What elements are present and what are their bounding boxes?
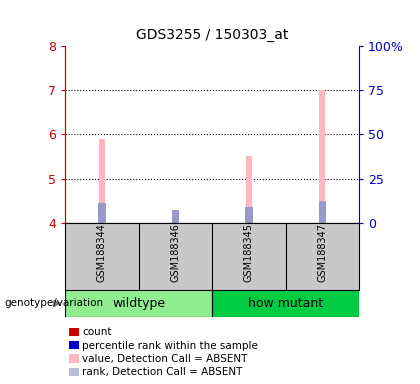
Text: value, Detection Call = ABSENT: value, Detection Call = ABSENT	[82, 354, 247, 364]
Bar	[246, 157, 252, 223]
Bar	[171, 210, 179, 223]
Text: GSM188345: GSM188345	[244, 223, 254, 283]
Title: GDS3255 / 150303_at: GDS3255 / 150303_at	[136, 28, 288, 42]
Bar	[173, 212, 178, 223]
Text: GSM188346: GSM188346	[171, 223, 180, 282]
Bar	[318, 200, 326, 223]
Bar	[65, 290, 212, 317]
Bar	[98, 203, 106, 223]
Text: percentile rank within the sample: percentile rank within the sample	[82, 341, 258, 351]
Text: rank, Detection Call = ABSENT: rank, Detection Call = ABSENT	[82, 367, 242, 377]
Text: GSM188347: GSM188347	[318, 223, 327, 283]
Text: count: count	[82, 327, 111, 337]
Text: how mutant: how mutant	[248, 297, 323, 310]
Text: wildtype: wildtype	[112, 297, 165, 310]
Bar	[245, 207, 253, 223]
Bar	[99, 139, 105, 223]
Bar	[319, 90, 325, 223]
Bar	[212, 290, 359, 317]
Text: GSM188344: GSM188344	[97, 223, 107, 282]
Text: genotype/variation: genotype/variation	[4, 298, 103, 308]
